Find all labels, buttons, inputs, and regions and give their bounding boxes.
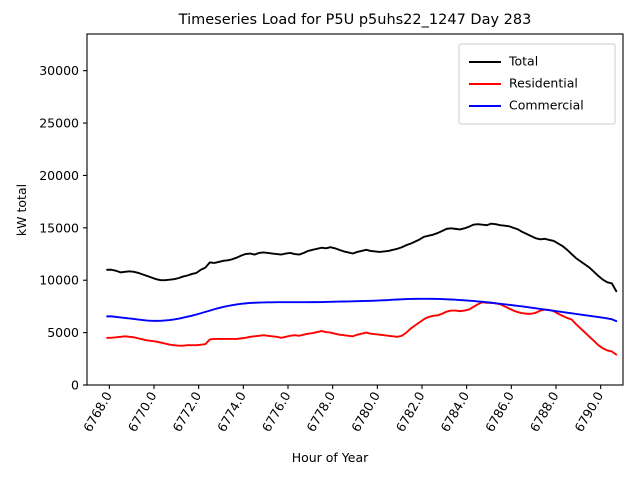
x-tick-label: 6782.0 xyxy=(393,389,428,434)
series-line-commercial xyxy=(106,297,618,323)
y-tick-label: 0 xyxy=(71,378,79,393)
axes-frame xyxy=(86,33,624,386)
series-line-total xyxy=(106,222,618,293)
x-tick-label: 6788.0 xyxy=(527,389,562,434)
x-tick-label: 6786.0 xyxy=(482,389,517,434)
y-axis-ticks: 0 5000 10000 15000 20000 25000 30000 xyxy=(39,63,87,393)
chart-title: Timeseries Load for P5U p5uhs22_1247 Day… xyxy=(178,12,532,28)
y-tick-label: 10000 xyxy=(39,273,79,288)
x-tick-label: 6780.0 xyxy=(348,389,383,434)
x-tick-label: 6790.0 xyxy=(571,389,606,434)
legend-label-total: Total xyxy=(508,54,538,69)
x-tick-label: 6770.0 xyxy=(125,389,160,434)
x-tick-label: 6774.0 xyxy=(214,389,249,434)
y-tick-label: 30000 xyxy=(39,63,79,78)
x-tick-label: 6772.0 xyxy=(169,389,204,434)
legend: Total Residential Commercial xyxy=(458,43,616,125)
y-tick-label: 15000 xyxy=(39,220,79,235)
x-tick-label: 6778.0 xyxy=(303,389,338,434)
y-tick-label: 5000 xyxy=(47,325,79,340)
x-tick-label: 6776.0 xyxy=(259,389,294,434)
data-series-group xyxy=(106,222,618,356)
y-tick-label: 20000 xyxy=(39,168,79,183)
series-line-residential xyxy=(106,301,618,356)
x-tick-label: 6768.0 xyxy=(80,389,115,434)
y-tick-label: 25000 xyxy=(39,116,79,131)
y-axis-label: kW total xyxy=(14,184,29,236)
legend-label-commercial: Commercial xyxy=(509,98,584,113)
legend-label-residential: Residential xyxy=(509,76,578,91)
x-axis-label: Hour of Year xyxy=(292,450,369,465)
x-tick-label: 6784.0 xyxy=(437,389,472,434)
x-axis-ticks: 6768.0 6770.0 6772.0 6774.0 6776.0 6778.0 6780… xyxy=(80,385,606,434)
legend-frame xyxy=(458,43,616,125)
